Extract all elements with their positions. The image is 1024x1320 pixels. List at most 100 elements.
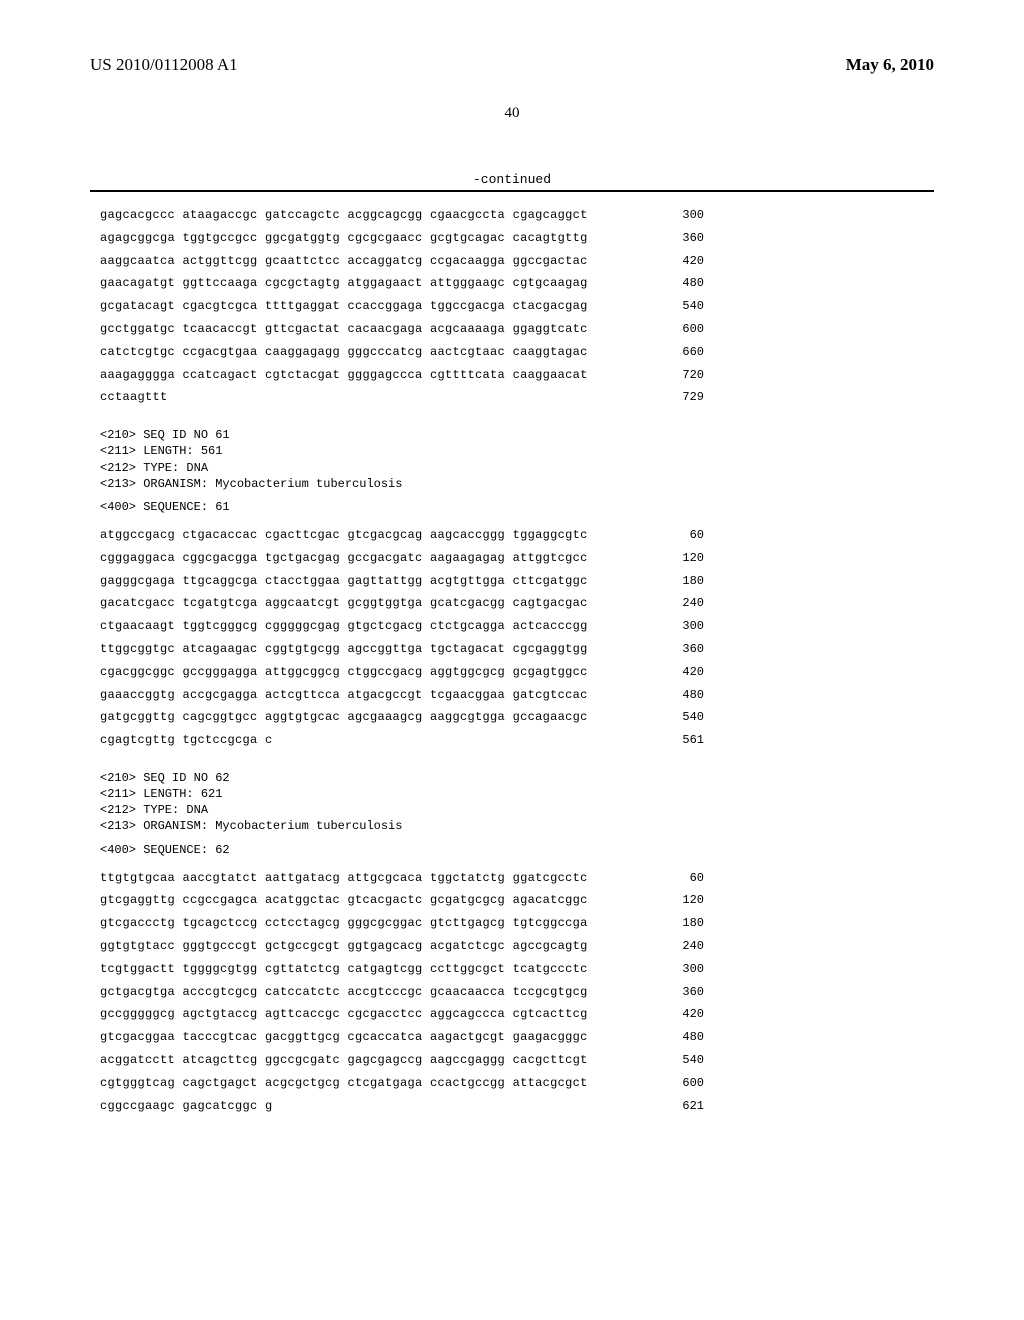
sequence-text: cgagtcgttg tgctccgcga c [100, 729, 273, 752]
sequence-position: 660 [654, 341, 704, 364]
sequence-position: 420 [654, 661, 704, 684]
sequence-line: ttggcggtgc atcagaagac cggtgtgcgg agccggt… [100, 638, 934, 661]
sequence-text: gatgcggttg cagcggtgcc aggtgtgcac agcgaaa… [100, 706, 588, 729]
sequence-text: cggccgaagc gagcatcggc g [100, 1095, 273, 1118]
sequence-text: tcgtggactt tggggcgtgg cgttatctcg catgagt… [100, 958, 588, 981]
sequence-metadata: <210> SEQ ID NO 62 <211> LENGTH: 621 <21… [90, 770, 934, 835]
sequence-text: gtcgacggaa tacccgtcac gacggttgcg cgcacca… [100, 1026, 588, 1049]
sequence-line: gatgcggttg cagcggtgcc aggtgtgcac agcgaaa… [100, 706, 934, 729]
sequence-listing: gagcacgccc ataagaccgc gatccagctc acggcag… [90, 204, 934, 1117]
sequence-position: 420 [654, 250, 704, 273]
sequence-line: cgtgggtcag cagctgagct acgcgctgcg ctcgatg… [100, 1072, 934, 1095]
sequence-text: cgtgggtcag cagctgagct acgcgctgcg ctcgatg… [100, 1072, 588, 1095]
sequence-position: 621 [654, 1095, 704, 1118]
sequence-text: aaagagggga ccatcagact cgtctacgat ggggagc… [100, 364, 588, 387]
sequence-position: 300 [654, 958, 704, 981]
sequence-line: ggtgtgtacc gggtgcccgt gctgccgcgt ggtgagc… [100, 935, 934, 958]
sequence-line: gccgggggcg agctgtaccg agttcaccgc cgcgacc… [100, 1003, 934, 1026]
sequence-block: atggccgacg ctgacaccac cgacttcgac gtcgacg… [90, 524, 934, 752]
sequence-text: gcgatacagt cgacgtcgca ttttgaggat ccaccgg… [100, 295, 588, 318]
sequence-line: gaaaccggtg accgcgagga actcgttcca atgacgc… [100, 684, 934, 707]
sequence-text: gaacagatgt ggttccaaga cgcgctagtg atggaga… [100, 272, 588, 295]
sequence-line: gtcgaccctg tgcagctccg cctcctagcg gggcgcg… [100, 912, 934, 935]
sequence-text: gctgacgtga acccgtcgcg catccatctc accgtcc… [100, 981, 588, 1004]
sequence-text: agagcggcga tggtgccgcc ggcgatggtg cgcgcga… [100, 227, 588, 250]
sequence-text: gtcgaggttg ccgccgagca acatggctac gtcacga… [100, 889, 588, 912]
sequence-text: gcctggatgc tcaacaccgt gttcgactat cacaacg… [100, 318, 588, 341]
sequence-block: ttgtgtgcaa aaccgtatct aattgatacg attgcgc… [90, 867, 934, 1118]
sequence-position: 120 [654, 889, 704, 912]
sequence-position: 540 [654, 295, 704, 318]
sequence-position: 360 [654, 981, 704, 1004]
sequence-position: 360 [654, 227, 704, 250]
sequence-position: 60 [654, 867, 704, 890]
sequence-line: acggatcctt atcagcttcg ggccgcgatc gagcgag… [100, 1049, 934, 1072]
sequence-position: 600 [654, 1072, 704, 1095]
sequence-text: gaaaccggtg accgcgagga actcgttcca atgacgc… [100, 684, 588, 707]
publication-date: May 6, 2010 [846, 55, 934, 75]
sequence-position: 180 [654, 912, 704, 935]
sequence-position: 600 [654, 318, 704, 341]
sequence-text: cgacggcggc gccgggagga attggcggcg ctggccg… [100, 661, 588, 684]
sequence-label: <400> SEQUENCE: 61 [90, 500, 934, 514]
sequence-line: ttgtgtgcaa aaccgtatct aattgatacg attgcgc… [100, 867, 934, 890]
sequence-position: 180 [654, 570, 704, 593]
sequence-block: gagcacgccc ataagaccgc gatccagctc acggcag… [90, 204, 934, 409]
sequence-position: 300 [654, 204, 704, 227]
sequence-line: agagcggcga tggtgccgcc ggcgatggtg cgcgcga… [100, 227, 934, 250]
sequence-position: 480 [654, 272, 704, 295]
sequence-line: tcgtggactt tggggcgtgg cgttatctcg catgagt… [100, 958, 934, 981]
sequence-position: 540 [654, 1049, 704, 1072]
sequence-text: gagcacgccc ataagaccgc gatccagctc acggcag… [100, 204, 588, 227]
sequence-text: atggccgacg ctgacaccac cgacttcgac gtcgacg… [100, 524, 588, 547]
sequence-label: <400> SEQUENCE: 62 [90, 843, 934, 857]
sequence-line: ctgaacaagt tggtcgggcg cgggggcgag gtgctcg… [100, 615, 934, 638]
sequence-position: 720 [654, 364, 704, 387]
sequence-line: cctaagttt 729 [100, 386, 934, 409]
sequence-position: 360 [654, 638, 704, 661]
sequence-text: ttggcggtgc atcagaagac cggtgtgcgg agccggt… [100, 638, 588, 661]
sequence-text: ttgtgtgcaa aaccgtatct aattgatacg attgcgc… [100, 867, 588, 890]
sequence-text: gagggcgaga ttgcaggcga ctacctggaa gagttat… [100, 570, 588, 593]
sequence-line: gctgacgtga acccgtcgcg catccatctc accgtcc… [100, 981, 934, 1004]
sequence-line: gcctggatgc tcaacaccgt gttcgactat cacaacg… [100, 318, 934, 341]
sequence-position: 120 [654, 547, 704, 570]
sequence-text: cctaagttt [100, 386, 168, 409]
sequence-position: 729 [654, 386, 704, 409]
sequence-text: ctgaacaagt tggtcgggcg cgggggcgag gtgctcg… [100, 615, 588, 638]
sequence-position: 540 [654, 706, 704, 729]
continued-label: -continued [90, 172, 934, 187]
sequence-line: gacatcgacc tcgatgtcga aggcaatcgt gcggtgg… [100, 592, 934, 615]
sequence-position: 240 [654, 935, 704, 958]
sequence-line: gcgatacagt cgacgtcgca ttttgaggat ccaccgg… [100, 295, 934, 318]
sequence-line: cgacggcggc gccgggagga attggcggcg ctggccg… [100, 661, 934, 684]
sequence-position: 240 [654, 592, 704, 615]
patent-number: US 2010/0112008 A1 [90, 55, 238, 75]
sequence-position: 300 [654, 615, 704, 638]
sequence-position: 60 [654, 524, 704, 547]
sequence-line: atggccgacg ctgacaccac cgacttcgac gtcgacg… [100, 524, 934, 547]
sequence-text: ggtgtgtacc gggtgcccgt gctgccgcgt ggtgagc… [100, 935, 588, 958]
sequence-metadata: <210> SEQ ID NO 61 <211> LENGTH: 561 <21… [90, 427, 934, 492]
sequence-text: gccgggggcg agctgtaccg agttcaccgc cgcgacc… [100, 1003, 588, 1026]
sequence-position: 480 [654, 1026, 704, 1049]
sequence-line: gtcgacggaa tacccgtcac gacggttgcg cgcacca… [100, 1026, 934, 1049]
sequence-text: acggatcctt atcagcttcg ggccgcgatc gagcgag… [100, 1049, 588, 1072]
sequence-position: 480 [654, 684, 704, 707]
sequence-line: cgagtcgttg tgctccgcga c 561 [100, 729, 934, 752]
sequence-line: gagggcgaga ttgcaggcga ctacctggaa gagttat… [100, 570, 934, 593]
sequence-line: gagcacgccc ataagaccgc gatccagctc acggcag… [100, 204, 934, 227]
sequence-position: 561 [654, 729, 704, 752]
sequence-text: gtcgaccctg tgcagctccg cctcctagcg gggcgcg… [100, 912, 588, 935]
sequence-line: gtcgaggttg ccgccgagca acatggctac gtcacga… [100, 889, 934, 912]
sequence-line: aaggcaatca actggttcgg gcaattctcc accagga… [100, 250, 934, 273]
sequence-line: gaacagatgt ggttccaaga cgcgctagtg atggaga… [100, 272, 934, 295]
horizontal-rule [90, 190, 934, 192]
sequence-text: cgggaggaca cggcgacgga tgctgacgag gccgacg… [100, 547, 588, 570]
sequence-line: catctcgtgc ccgacgtgaa caaggagagg gggccca… [100, 341, 934, 364]
sequence-text: gacatcgacc tcgatgtcga aggcaatcgt gcggtgg… [100, 592, 588, 615]
sequence-text: catctcgtgc ccgacgtgaa caaggagagg gggccca… [100, 341, 588, 364]
page-number: 40 [90, 105, 934, 122]
sequence-line: aaagagggga ccatcagact cgtctacgat ggggagc… [100, 364, 934, 387]
sequence-line: cggccgaagc gagcatcggc g 621 [100, 1095, 934, 1118]
